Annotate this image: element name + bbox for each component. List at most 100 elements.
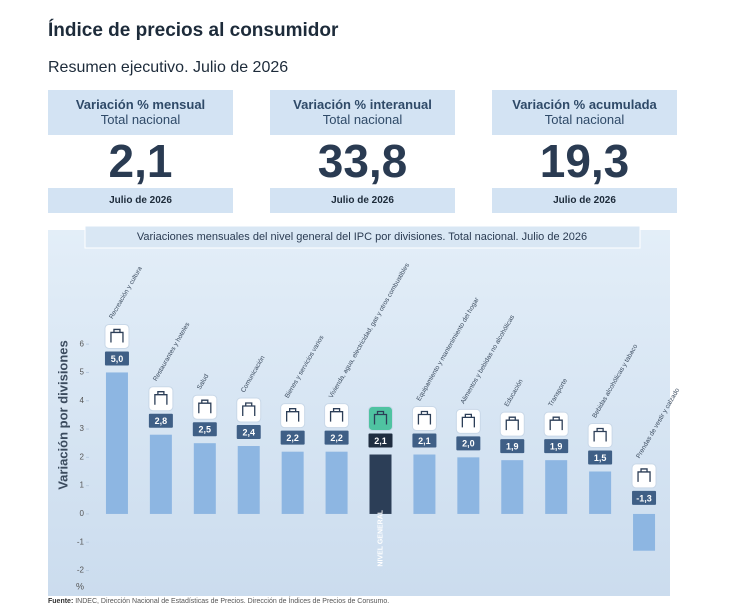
kpi-card: Variación % mensual Total nacional 2,1 Juli… [48, 90, 233, 213]
category-icon-glyph [593, 427, 607, 442]
card-head: Variación % mensual Total nacional [48, 90, 233, 135]
y-tick-label: 1 [80, 481, 85, 490]
category-icon-glyph [549, 416, 563, 431]
source-text: INDEC, Dirección Nacional de Estadística… [75, 598, 390, 605]
card-value: 33,8 [270, 135, 455, 188]
category-icon-glyph [110, 328, 124, 343]
bar [237, 446, 260, 514]
value-label: 2,0 [462, 439, 475, 449]
y-tick-label: 0 [80, 509, 85, 518]
y-tick-label: 5 [80, 368, 85, 377]
card-value: 19,3 [492, 135, 677, 188]
value-label-box [236, 425, 261, 440]
y-tick-label: 6 [80, 339, 85, 348]
card-date: Julio de 2026 [48, 188, 233, 213]
y-tick-label: -1 [77, 537, 85, 546]
card-title: Variación % acumulada [512, 97, 657, 112]
category-icon-glyph [198, 399, 212, 414]
value-label-box [192, 422, 217, 437]
source-label: Fuente: [48, 598, 74, 605]
value-label-box [280, 430, 305, 445]
category-icon [104, 323, 130, 349]
card-head: Variación % acumulada Total nacional [492, 90, 677, 135]
category-icon [324, 403, 350, 429]
value-label: 2,2 [330, 433, 343, 443]
card-subtitle: Total nacional [100, 112, 181, 127]
card-value: 2,1 [48, 135, 233, 188]
value-label: 2,8 [155, 416, 168, 426]
category-icon [411, 406, 437, 432]
chart-panel [48, 230, 670, 596]
card-subtitle: Total nacional [544, 112, 625, 127]
card-head: Variación % interanual Total nacional [270, 90, 455, 135]
value-label: 2,1 [374, 436, 387, 446]
bar [325, 451, 348, 514]
value-label-box [104, 351, 129, 366]
category-icon [280, 403, 306, 429]
card-date: Julio de 2026 [270, 188, 455, 213]
value-label: 2,1 [418, 436, 431, 446]
card-title: Variación % mensual [75, 97, 206, 112]
bar [545, 460, 568, 514]
value-label-box [324, 430, 349, 445]
value-label-box [500, 439, 525, 454]
chart-title-band [84, 225, 641, 249]
bar [413, 454, 436, 514]
category-icon-glyph [154, 391, 168, 405]
value-label: 2,4 [242, 427, 255, 437]
category-icon-glyph [417, 410, 432, 425]
page-subtitle: Resumen ejecutivo. Julio de 2026 [48, 59, 289, 76]
value-label: 2,2 [286, 433, 299, 443]
category-icon [499, 411, 525, 437]
category-icon-glyph [637, 468, 651, 482]
bar [457, 457, 480, 514]
kpi-card: Variación % acumulada Total nacional 19,3 J… [492, 90, 677, 213]
value-label: 5,0 [111, 354, 124, 364]
y-tick-label: 4 [80, 396, 85, 405]
category-icon-glyph [461, 413, 475, 428]
category-icon [587, 422, 613, 448]
value-label-box [588, 450, 613, 465]
value-label-box [368, 433, 393, 448]
category-icon [236, 397, 262, 423]
category-icon [148, 386, 174, 412]
value-label-box [412, 433, 437, 448]
card-date: Julio de 2026 [492, 188, 677, 213]
card-title: Variación % interanual [293, 97, 432, 112]
value-label-box [544, 439, 569, 454]
bar [633, 513, 656, 551]
category-icon [455, 408, 481, 434]
kpi-card: Variación % interanual Total nacional 33,8… [270, 90, 455, 213]
category-icon [192, 394, 218, 420]
value-label: 2,5 [199, 425, 212, 435]
y-unit: % [76, 581, 84, 591]
y-axis-title: Variación por divisiones [55, 340, 70, 490]
value-label: 1,9 [506, 442, 519, 452]
value-label-box [632, 490, 657, 505]
category-icon-glyph [242, 402, 256, 417]
value-label-box [148, 413, 173, 428]
y-tick-label: -2 [77, 566, 85, 575]
bar [501, 460, 524, 514]
category-icon-glyph [286, 408, 300, 422]
y-tick-label: 3 [80, 424, 85, 433]
category-icon-glyph [373, 410, 388, 425]
category-icon-glyph [329, 408, 344, 422]
category-icon [368, 406, 393, 432]
chart-title: Variaciones mensuales del nivel general … [137, 231, 587, 243]
page-title: Índice de precios al consumidor [48, 20, 339, 41]
y-tick-label: 2 [80, 452, 85, 461]
category-label: NIVEL GENERAL [377, 509, 384, 566]
bar [193, 443, 216, 514]
bar [589, 471, 612, 514]
category-icon [631, 463, 657, 489]
bar [369, 454, 392, 514]
bar [149, 434, 172, 514]
source: Fuente: INDEC, Dirección Nacional de Est… [48, 598, 389, 605]
bar [105, 372, 128, 514]
value-label: -1,3 [636, 493, 652, 503]
bar [281, 451, 304, 514]
category-icon-glyph [505, 416, 519, 431]
